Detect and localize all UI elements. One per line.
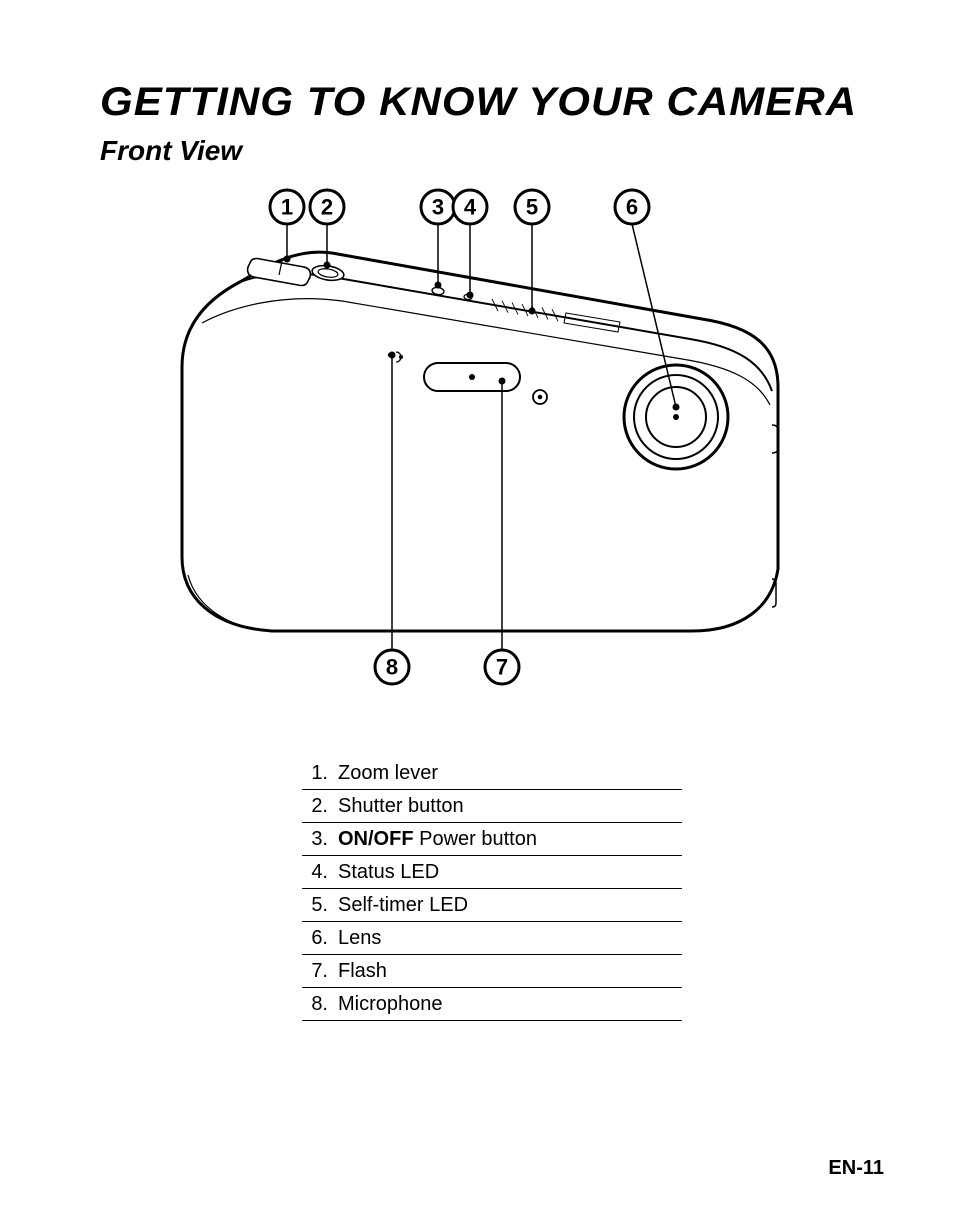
part-number: 6.: [302, 922, 334, 955]
part-number: 4.: [302, 856, 334, 889]
parts-table: 1.Zoom lever2.Shutter button3.ON/OFF Pow…: [302, 757, 682, 1021]
table-row: 8.Microphone: [302, 988, 682, 1021]
table-row: 4.Status LED: [302, 856, 682, 889]
part-label: Self-timer LED: [334, 889, 682, 922]
svg-text:3: 3: [432, 195, 444, 220]
svg-text:2: 2: [321, 195, 333, 220]
part-number: 3.: [302, 823, 334, 856]
part-label: Flash: [334, 955, 682, 988]
section-title: Front View: [100, 135, 884, 167]
part-label: Status LED: [334, 856, 682, 889]
part-label: Zoom lever: [334, 757, 682, 790]
svg-text:8: 8: [386, 655, 398, 680]
svg-text:4: 4: [464, 195, 477, 220]
table-row: 1.Zoom lever: [302, 757, 682, 790]
part-number: 5.: [302, 889, 334, 922]
part-label: ON/OFF Power button: [334, 823, 682, 856]
part-number: 7.: [302, 955, 334, 988]
svg-text:7: 7: [496, 655, 508, 680]
svg-text:5: 5: [526, 195, 538, 220]
svg-text:1: 1: [281, 195, 293, 220]
table-row: 2.Shutter button: [302, 790, 682, 823]
manual-page: GETTING TO KNOW YOUR CAMERA Front View 1…: [0, 0, 954, 1220]
camera-front-diagram: 1 2 34 5 6 8 7: [142, 177, 842, 697]
page-number: EN-11: [828, 1157, 884, 1180]
part-number: 1.: [302, 757, 334, 790]
diagram-svg: 1 2 34 5 6 8 7: [142, 177, 842, 697]
part-number: 2.: [302, 790, 334, 823]
page-title: GETTING TO KNOW YOUR CAMERA: [100, 80, 923, 125]
part-label: Lens: [334, 922, 682, 955]
table-row: 6.Lens: [302, 922, 682, 955]
svg-text:6: 6: [626, 195, 638, 220]
table-row: 7.Flash: [302, 955, 682, 988]
table-row: 5.Self-timer LED: [302, 889, 682, 922]
part-label: Shutter button: [334, 790, 682, 823]
part-number: 8.: [302, 988, 334, 1021]
part-label: Microphone: [334, 988, 682, 1021]
table-row: 3.ON/OFF Power button: [302, 823, 682, 856]
